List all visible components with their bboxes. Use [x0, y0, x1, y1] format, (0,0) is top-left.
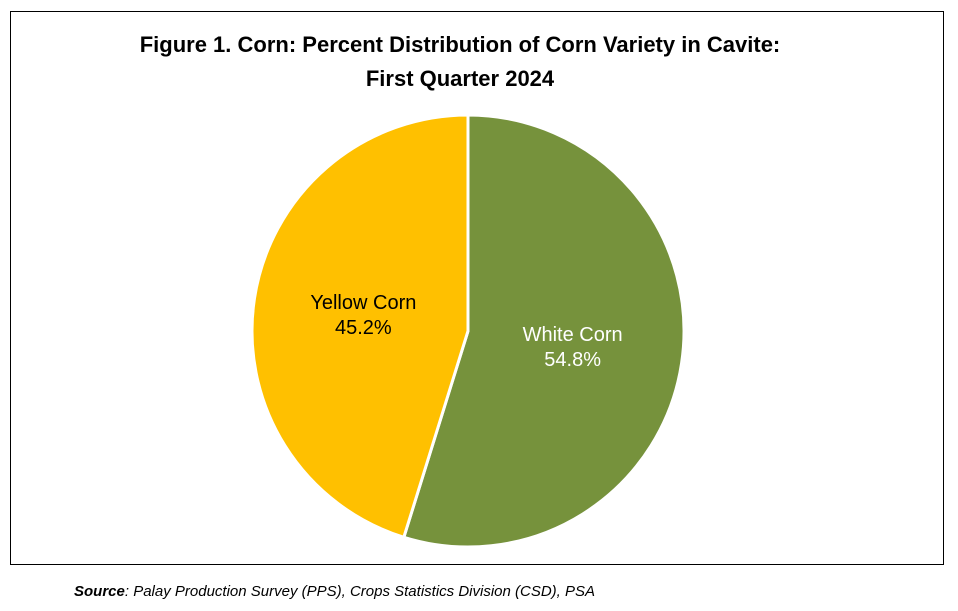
chart-title: Figure 1. Corn: Percent Distribution of …	[10, 28, 910, 96]
source-text: : Palay Production Survey (PPS), Crops S…	[124, 583, 596, 600]
pie-slice-yellow-corn	[250, 113, 470, 539]
pie-slice-white-corn	[402, 113, 686, 549]
chart-title-line-1: Figure 1. Corn: Percent Distribution of …	[139, 32, 781, 57]
chart-title-line-2: First Quarter 2024	[365, 66, 555, 91]
source-note: Source: Palay Production Survey (PPS), C…	[74, 583, 595, 600]
data-label-white-corn: White Corn 54.8%	[523, 324, 623, 371]
source-label: Source	[74, 583, 125, 600]
data-label-yellow-corn: Yellow Corn 45.2%	[310, 292, 416, 339]
